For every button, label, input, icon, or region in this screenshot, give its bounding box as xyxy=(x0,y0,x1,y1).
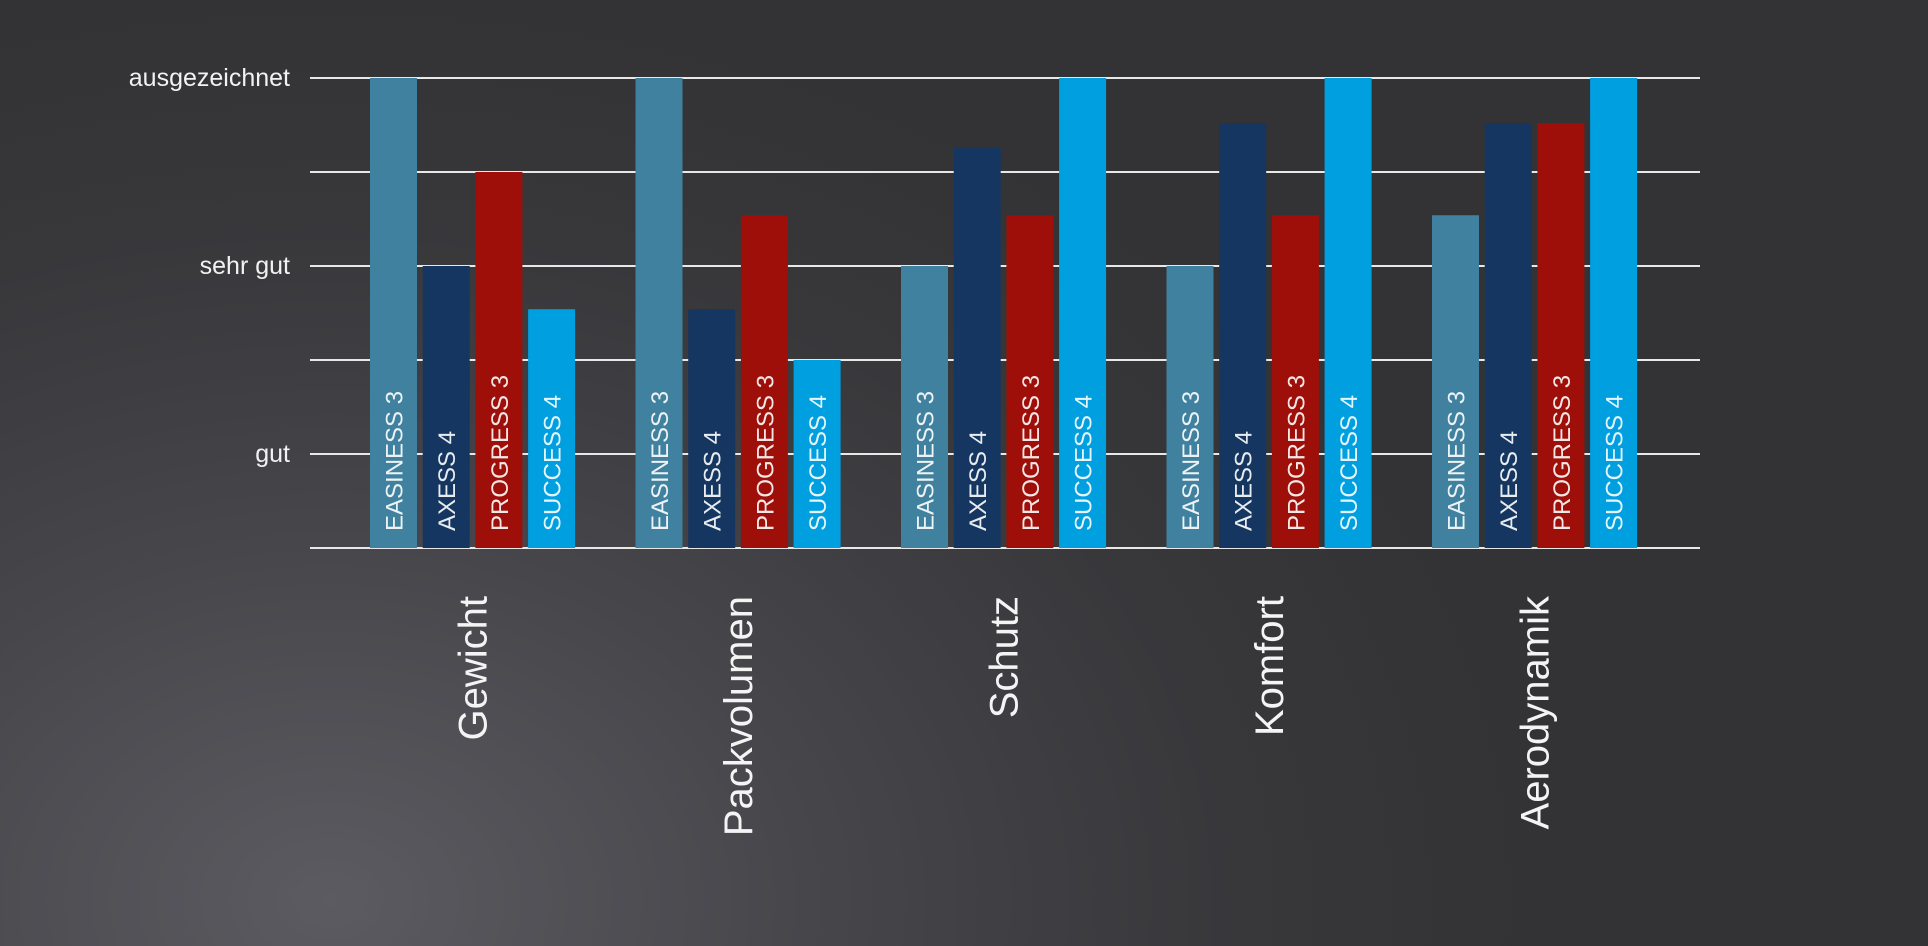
bar-series-label: AXESS 4 xyxy=(700,431,727,531)
bars xyxy=(370,78,1638,549)
bar-series-label: EASINESS 3 xyxy=(913,391,940,531)
bar-series-label: SUCCESS 4 xyxy=(1336,395,1363,531)
bar-labels: EASINESS 3 AXESS 4 PROGRESS 3 SUCCESS 4 EASI… xyxy=(382,375,1629,531)
bar xyxy=(475,172,523,548)
bar-series-label: PROGRESS 3 xyxy=(487,375,514,531)
bar-series-label: SUCCESS 4 xyxy=(805,395,832,531)
bar xyxy=(1432,215,1479,549)
bar xyxy=(1166,266,1214,548)
category-label: Schutz xyxy=(983,596,1027,718)
bar xyxy=(635,78,683,548)
bar xyxy=(1006,215,1054,549)
category-label: Gewicht xyxy=(452,596,496,741)
bar xyxy=(740,215,788,549)
bar xyxy=(1059,78,1107,548)
category-labels: Gewicht Packvolumen Schutz Komfort Aerodynam… xyxy=(452,595,1558,836)
category-label: Komfort xyxy=(1248,596,1292,736)
bar-series-label: AXESS 4 xyxy=(434,431,461,531)
bar-series-label: AXESS 4 xyxy=(1496,431,1523,531)
bar xyxy=(1537,123,1585,549)
bar xyxy=(901,266,948,548)
bar xyxy=(528,309,576,548)
y-tick-label: gut xyxy=(255,440,290,468)
bar-series-label: EASINESS 3 xyxy=(647,391,674,531)
bar xyxy=(953,147,1001,548)
bar xyxy=(422,266,470,548)
bar-series-label: EASINESS 3 xyxy=(382,391,409,531)
bar xyxy=(688,309,736,548)
bar-series-label: PROGRESS 3 xyxy=(1018,375,1045,531)
y-tick-label: ausgezeichnet xyxy=(129,64,290,92)
bar xyxy=(1324,78,1372,548)
bar xyxy=(793,360,841,548)
bar-series-label: PROGRESS 3 xyxy=(1549,375,1576,531)
bar-series-label: EASINESS 3 xyxy=(1178,391,1205,531)
bar-series-label: EASINESS 3 xyxy=(1444,391,1471,531)
y-tick-label: sehr gut xyxy=(200,252,290,280)
bar xyxy=(1590,78,1638,548)
bar-series-label: SUCCESS 4 xyxy=(1071,395,1098,531)
bar-series-label: SUCCESS 4 xyxy=(1602,395,1629,531)
bar xyxy=(370,78,417,548)
bar-series-label: PROGRESS 3 xyxy=(1283,375,1310,531)
bar xyxy=(1271,215,1319,549)
bar-series-label: AXESS 4 xyxy=(1231,431,1258,531)
bar xyxy=(1484,123,1532,549)
y-axis-tick-labels: gut sehr gut ausgezeichnet xyxy=(129,64,290,468)
bar-series-label: PROGRESS 3 xyxy=(752,375,779,531)
bar-series-label: AXESS 4 xyxy=(965,431,992,531)
bar-series-label: SUCCESS 4 xyxy=(540,395,567,531)
category-label: Packvolumen xyxy=(717,596,761,836)
category-label: Aerodynamik xyxy=(1514,595,1558,829)
bar xyxy=(1219,123,1267,549)
